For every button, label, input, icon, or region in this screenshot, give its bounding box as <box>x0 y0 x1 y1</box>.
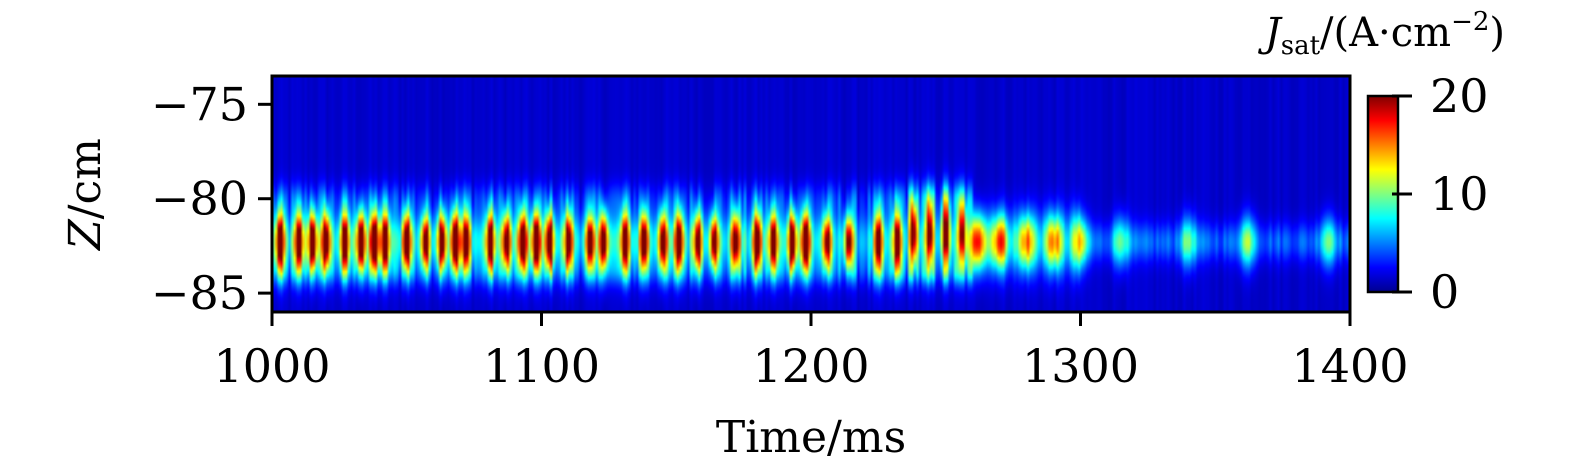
colorbar-tick-label: 10 <box>1430 167 1489 221</box>
x-axis-title: Time/ms <box>716 412 906 463</box>
y-axis: −75 −80 −85 <box>151 77 272 320</box>
colorbar-tick-label: 20 <box>1430 69 1489 123</box>
x-tick-label: 1000 <box>213 339 330 393</box>
heatmap-image <box>272 76 1350 312</box>
y-tick-label: −85 <box>151 266 248 320</box>
y-axis-title-unit: /cm <box>60 138 111 219</box>
y-axis-title-var: Z <box>60 218 111 252</box>
x-axis: 1000 1100 1200 1300 1400 <box>213 312 1409 393</box>
colorbar-ticks: 0 10 20 <box>1392 69 1489 319</box>
y-axis-title: Z/cm <box>60 138 111 252</box>
colorbar-title-close: ) <box>1489 10 1505 56</box>
colorbar-tick-label: 0 <box>1430 265 1459 319</box>
svg-text:Z/cm: Z/cm <box>60 138 111 252</box>
x-tick-label: 1200 <box>752 339 869 393</box>
x-tick-label: 1300 <box>1022 339 1139 393</box>
y-tick-label: −75 <box>151 77 248 131</box>
colorbar-title-sub: sat <box>1281 31 1321 61</box>
colorbar-title-unit: /(A·cm <box>1320 10 1451 56</box>
x-tick-label: 1400 <box>1291 339 1408 393</box>
colorbar-title-var: J <box>1258 10 1283 56</box>
y-tick-label: −80 <box>151 172 248 226</box>
colorbar-title-exp: −2 <box>1451 7 1489 37</box>
x-tick-label: 1100 <box>483 339 600 393</box>
colorbar-title: Jsat/(A·cm−2) <box>1258 7 1505 61</box>
